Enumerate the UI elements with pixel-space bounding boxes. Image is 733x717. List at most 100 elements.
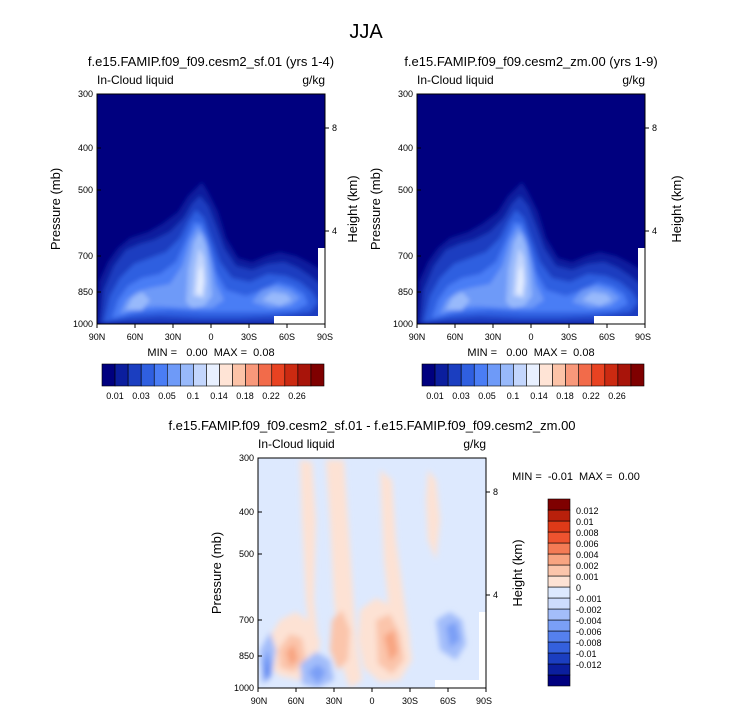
legend-label: 0.22 <box>582 391 600 401</box>
legend-label: 0.18 <box>236 391 254 401</box>
colorbar-swatch <box>617 363 632 387</box>
colorbar-swatch <box>547 674 571 687</box>
y2-tick-label: 4 <box>493 590 498 600</box>
colorbar-swatch <box>547 542 571 555</box>
legend-label: 0.008 <box>576 528 599 538</box>
legend-label: 0.26 <box>608 391 626 401</box>
colorbar-swatch <box>153 363 168 387</box>
colorbar-swatch <box>180 363 194 387</box>
y-tick-label: 1000 <box>234 683 254 693</box>
colorbar-swatch <box>219 363 233 387</box>
panel-top-right: f.e15.FAMIP.f09_f09.cesm2_zm.00 (yrs 1-9… <box>368 54 684 401</box>
x-tick-label: 30N <box>485 332 502 342</box>
panel-bottom: f.e15.FAMIP.f09_f09.cesm2_sf.01 - f.e15.… <box>168 418 639 706</box>
legend-label: 0.006 <box>576 539 599 549</box>
y-axis-label: Pressure (mb) <box>209 532 224 614</box>
x-tick-label: 0 <box>208 332 213 342</box>
colorbar-swatch <box>434 363 449 387</box>
colorbar <box>421 363 645 387</box>
legend-label: 0.22 <box>262 391 280 401</box>
colorbar-swatch <box>513 363 527 387</box>
y-tick-label: 700 <box>239 615 254 625</box>
y-tick-label: 500 <box>398 185 413 195</box>
panel-right-label: g/kg <box>463 437 486 451</box>
legend-label: 0.14 <box>210 391 228 401</box>
legend-label: 0.002 <box>576 561 599 571</box>
axis-ticks <box>416 93 649 328</box>
x-tick-label: 0 <box>528 332 533 342</box>
colorbar-swatch <box>421 363 436 387</box>
colorbar <box>547 498 571 687</box>
colorbar-swatch <box>547 509 571 522</box>
y2-axis-label: Height (km) <box>510 539 525 606</box>
y-tick-label: 400 <box>78 143 93 153</box>
colorbar-swatch <box>630 363 645 387</box>
legend-label: -0.012 <box>576 660 602 670</box>
colorbar-swatch <box>206 363 220 387</box>
panel-right-label: g/kg <box>302 73 325 87</box>
colorbar-swatch <box>140 363 155 387</box>
colorbar-swatch <box>547 564 571 577</box>
colorbar-swatch <box>547 553 571 566</box>
colorbar-swatch <box>547 641 571 654</box>
x-tick-label: 30S <box>402 696 418 706</box>
colorbar-swatch <box>486 363 501 387</box>
x-tick-label: 60S <box>599 332 615 342</box>
legend-label: 0.01 <box>576 517 594 527</box>
contour-field <box>97 94 325 324</box>
x-tick-label: 60N <box>288 696 305 706</box>
legend-label: 0.05 <box>158 391 176 401</box>
colorbar-swatch <box>473 363 488 387</box>
colorbar-swatch <box>526 363 540 387</box>
y-tick-label: 500 <box>78 185 93 195</box>
colorbar-swatch <box>547 498 571 511</box>
y-tick-label: 400 <box>398 143 413 153</box>
x-tick-label: 60S <box>279 332 295 342</box>
colorbar-swatch <box>258 363 273 387</box>
legend-label: 0.18 <box>556 391 574 401</box>
axis-ticks <box>96 93 329 328</box>
legend-label: 0.05 <box>478 391 496 401</box>
y-tick-label: 1000 <box>393 319 413 329</box>
legend-label: 0.004 <box>576 550 599 560</box>
legend-label: -0.008 <box>576 638 602 648</box>
legend-label: -0.01 <box>576 649 597 659</box>
x-tick-label: 60N <box>447 332 464 342</box>
legend-label: 0.012 <box>576 506 599 516</box>
colorbar-swatch <box>127 363 142 387</box>
colorbar-swatch <box>547 597 571 610</box>
x-tick-label: 90S <box>317 332 333 342</box>
y-axis-label: Pressure (mb) <box>48 168 63 250</box>
y2-tick-label: 4 <box>652 226 657 236</box>
stats-label: MIN = -0.01 MAX = 0.00 <box>512 471 640 483</box>
y2-tick-label: 8 <box>493 487 498 497</box>
colorbar-swatch <box>284 363 299 387</box>
legend-label: 0.1 <box>187 391 200 401</box>
y-tick-label: 400 <box>239 507 254 517</box>
colorbar-swatch <box>565 363 580 387</box>
contour-field <box>417 94 645 324</box>
x-tick-label: 90S <box>635 332 651 342</box>
colorbar-swatch <box>591 363 606 387</box>
y2-tick-label: 8 <box>332 123 337 133</box>
legend-label: 0.03 <box>132 391 150 401</box>
legend-label: 0.03 <box>452 391 470 401</box>
legend-label: 0.01 <box>426 391 444 401</box>
panel-left-label: In-Cloud liquid <box>417 73 494 87</box>
x-tick-label: 90N <box>409 332 426 342</box>
legend-label: -0.006 <box>576 627 602 637</box>
colorbar-swatch <box>539 363 553 387</box>
colorbar-swatch <box>547 608 571 621</box>
y-tick-label: 300 <box>239 453 254 463</box>
colorbar-swatch <box>297 363 312 387</box>
legend-label: 0.26 <box>288 391 306 401</box>
colorbar-swatch <box>245 363 260 387</box>
colorbar-swatch <box>547 531 571 544</box>
x-tick-label: 90N <box>89 332 106 342</box>
panel-title: f.e15.FAMIP.f09_f09.cesm2_sf.01 - f.e15.… <box>168 418 575 433</box>
y-tick-label: 850 <box>398 287 413 297</box>
panel-title: f.e15.FAMIP.f09_f09.cesm2_zm.00 (yrs 1-9… <box>404 54 657 69</box>
y-tick-label: 850 <box>78 287 93 297</box>
y-tick-label: 300 <box>78 89 93 99</box>
colorbar-swatch <box>460 363 475 387</box>
